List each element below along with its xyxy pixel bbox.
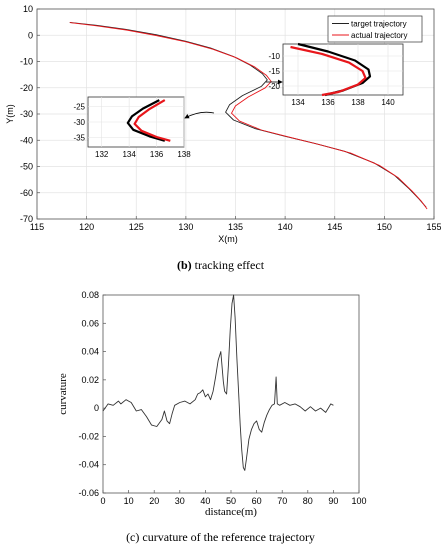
curvature-plot: 0 10 20 30 40 50 60 70 80 90 100 0.080.060.040.020… bbox=[57, 290, 367, 518]
plot2-x-tick-label: 40 bbox=[200, 496, 210, 506]
inset1-y-tick-label: -15 bbox=[268, 67, 280, 76]
inset1-ticks: 134 136 138 140 -10 -15 -20 bbox=[268, 52, 395, 107]
plot1-x-tick-label: 140 bbox=[278, 222, 293, 232]
plot2-y-tick-label: 0.08 bbox=[81, 290, 99, 300]
inset1-x-tick-label: 134 bbox=[291, 98, 305, 107]
plot2-x-tick-label: 0 bbox=[100, 496, 105, 506]
plot1-x-tick-label: 115 bbox=[30, 222, 44, 232]
plot1-y-axis-label: Y(m) bbox=[5, 104, 15, 124]
legend-label-actual: actual trajectory bbox=[351, 31, 407, 40]
inset2-target-line bbox=[126, 99, 166, 142]
plot1-y-tick-label: 10 bbox=[23, 4, 33, 14]
inset-lower-left: 132 134 136 138 -25 -30 -35 bbox=[73, 96, 191, 159]
caption-b-text: tracking effect bbox=[192, 258, 265, 272]
plot1-x-axis-label: X(m) bbox=[218, 234, 238, 244]
inset2-x-tick-label: 132 bbox=[95, 150, 109, 159]
plot2-x-tick-label: 70 bbox=[277, 496, 287, 506]
inset2-y-tick-label: -25 bbox=[73, 102, 85, 111]
plot2-y-tick-label: 0.02 bbox=[81, 375, 99, 385]
plot1-y-tick-label: -30 bbox=[20, 109, 33, 119]
plot2-x-tick-label: 90 bbox=[328, 496, 338, 506]
plot1-y-tick-label: -40 bbox=[20, 135, 33, 145]
plot1-y-tick-label: 0 bbox=[28, 30, 33, 40]
caption-b-tag: (b) bbox=[177, 258, 192, 272]
plot2-x-tick-label: 100 bbox=[351, 496, 366, 506]
inset2-ticks: 132 134 136 138 -25 -30 -35 bbox=[73, 102, 191, 159]
plot2-x-tick-label: 30 bbox=[175, 496, 185, 506]
caption-b: (b) tracking effect bbox=[177, 258, 265, 272]
plot2-y-axis-label: curvature bbox=[57, 373, 69, 415]
plot2-lines bbox=[102, 294, 334, 471]
plot2-x-ticks: 0 10 20 30 40 50 60 70 80 90 100 bbox=[100, 490, 367, 506]
inset2-x-tick-label: 134 bbox=[122, 150, 136, 159]
plot1-x-tick-label: 135 bbox=[228, 222, 243, 232]
plot1-y-tick-label: -20 bbox=[20, 83, 33, 93]
inset1-y-tick-label: -10 bbox=[268, 52, 280, 61]
inset2-y-tick-label: -35 bbox=[73, 134, 85, 143]
plot2-x-tick-label: 10 bbox=[124, 496, 134, 506]
plot1-legend: target trajectory actual trajectory bbox=[327, 15, 423, 43]
inset1-y-tick-label: -20 bbox=[268, 82, 280, 91]
plot2-y-tick-label: 0.04 bbox=[81, 347, 99, 357]
plot1-x-ticks: 115 120 125 130 135 140 145 150 155 bbox=[30, 216, 441, 232]
plot1-x-tick-label: 130 bbox=[178, 222, 193, 232]
plot2-y-tick-label: -0.06 bbox=[78, 488, 99, 498]
inset2-x-tick-label: 136 bbox=[150, 150, 164, 159]
plot2-y-tick-label: -0.04 bbox=[78, 460, 99, 470]
plot2-y-tick-label: -0.02 bbox=[78, 431, 99, 441]
plot1-y-tick-label: -70 bbox=[20, 214, 33, 224]
tracking-effect-plot: 115 120 125 130 135 140 145 150 155 10 0 -10 -20 -30… bbox=[5, 4, 441, 244]
plot1-y-tick-label: -60 bbox=[20, 188, 33, 198]
plot2-frame bbox=[102, 294, 360, 494]
inset2-actual-line bbox=[133, 99, 171, 142]
inset2-x-tick-label: 138 bbox=[177, 150, 191, 159]
zoom-arrow-lower bbox=[184, 111, 215, 119]
plot1-x-tick-label: 125 bbox=[129, 222, 144, 232]
curvature-line bbox=[102, 294, 334, 471]
inset2-y-tick-label: -30 bbox=[73, 118, 85, 127]
plot2-x-tick-label: 60 bbox=[252, 496, 262, 506]
plot1-x-tick-label: 150 bbox=[377, 222, 392, 232]
inset1-x-tick-label: 140 bbox=[381, 98, 395, 107]
caption-c: (c) curvature of the reference trajector… bbox=[126, 530, 315, 544]
plot2-x-axis-label: distance(m) bbox=[205, 506, 257, 518]
plot2-y-ticks: 0.08 0.06 0.04 0.02 0 -0.02 -0.04 -0.06 bbox=[78, 290, 106, 498]
plot2-x-tick-label: 80 bbox=[303, 496, 313, 506]
plot1-x-tick-label: 155 bbox=[426, 222, 441, 232]
inset-upper-right: 134 136 138 140 -10 -15 -20 bbox=[268, 42, 404, 107]
plot2-y-tick-label: 0 bbox=[94, 403, 99, 413]
inset1-frame bbox=[282, 43, 404, 96]
inset1-actual-line bbox=[290, 45, 367, 97]
plot2-x-tick-label: 20 bbox=[149, 496, 159, 506]
plot1-x-tick-label: 145 bbox=[327, 222, 342, 232]
plot1-y-tick-label: -10 bbox=[20, 57, 33, 67]
plot2-x-tick-label: 50 bbox=[226, 496, 236, 506]
plot2-y-tick-label: 0.06 bbox=[81, 318, 99, 328]
legend-label-target: target trajectory bbox=[351, 20, 407, 29]
inset1-lines bbox=[290, 42, 372, 97]
plot1-lines bbox=[69, 21, 428, 210]
plot1-x-tick-label: 120 bbox=[79, 222, 94, 232]
legend-box bbox=[327, 15, 423, 43]
plot1-y-tick-label: -50 bbox=[20, 162, 33, 172]
inset1-x-tick-label: 138 bbox=[351, 98, 365, 107]
inset1-x-tick-label: 136 bbox=[321, 98, 335, 107]
plot1-y-ticks: 10 0 -10 -20 -30 -40 -50 -60 -70 bbox=[20, 4, 40, 224]
actual-trajectory-line bbox=[69, 22, 428, 210]
inset2-lines bbox=[126, 99, 171, 142]
